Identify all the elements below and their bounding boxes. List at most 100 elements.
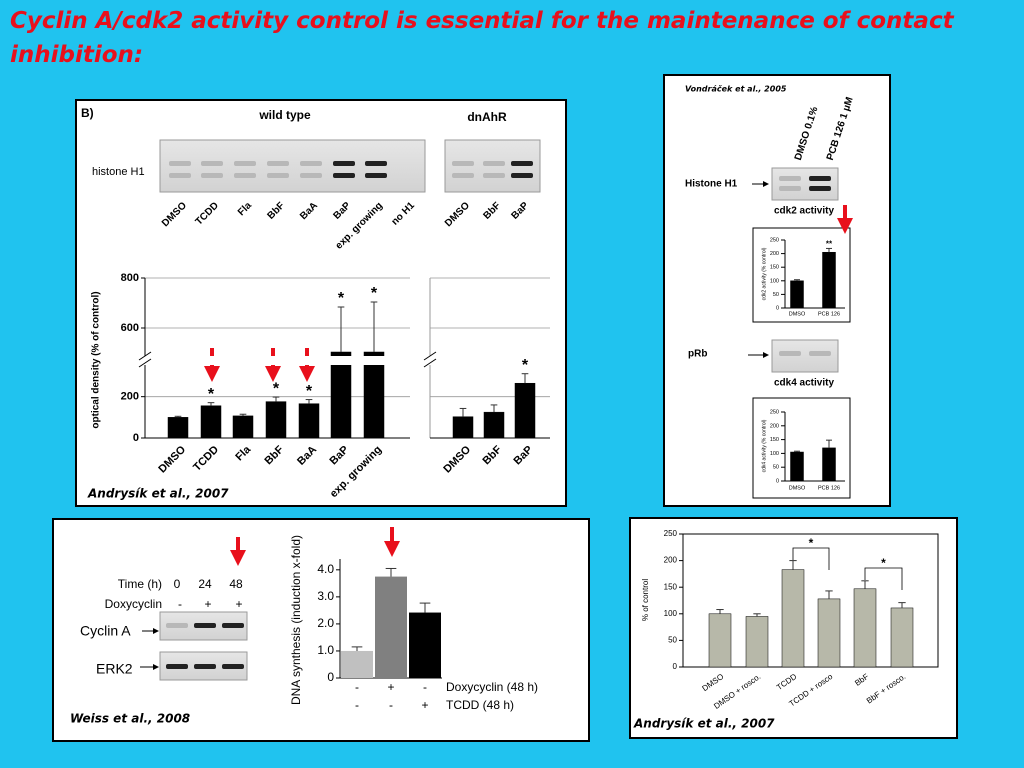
treatment-sign: + — [235, 597, 242, 611]
y-tick-label: 100 — [770, 278, 779, 284]
row-label: histone H1 — [92, 166, 145, 178]
band — [166, 623, 188, 628]
y-tick-label: 150 — [770, 437, 779, 443]
band — [169, 161, 191, 166]
significance: * — [306, 383, 313, 400]
x-tick-label: PCB 126 — [818, 485, 840, 491]
band — [234, 161, 256, 166]
bar — [232, 415, 254, 439]
bar — [781, 569, 805, 668]
bar — [817, 598, 841, 668]
band — [365, 173, 387, 178]
band — [809, 186, 831, 191]
y-axis-label: cdk2 activity (% control) — [761, 247, 767, 300]
band — [365, 161, 387, 166]
panel-label: B) — [81, 106, 94, 120]
y-tick-label: 4.0 — [317, 562, 334, 576]
bar — [409, 612, 441, 678]
row-label: Cyclin A — [80, 623, 131, 639]
blot — [771, 167, 839, 201]
x-tick-label: PCB 126 — [818, 311, 840, 317]
band — [483, 161, 505, 166]
band — [201, 161, 223, 166]
bar — [890, 607, 914, 668]
band — [194, 623, 216, 628]
treatment-label: Doxycyclin (48 h) — [446, 680, 538, 694]
bar — [375, 576, 407, 678]
y-tick-label: 800 — [121, 272, 139, 284]
x-tick-label: DMSO — [789, 311, 806, 317]
y-tick-label: 200 — [770, 251, 779, 257]
bar — [790, 280, 804, 309]
band — [809, 176, 831, 181]
y-tick-label: 0 — [673, 662, 678, 671]
bar — [790, 451, 804, 482]
y-tick-label: 2.0 — [317, 616, 334, 630]
citation: Weiss et al., 2008 — [70, 712, 190, 726]
band — [201, 173, 223, 178]
break-mark — [138, 358, 152, 368]
break-mark — [423, 358, 437, 368]
treatment-sign: - — [423, 680, 427, 694]
y-tick-label: 0 — [133, 432, 139, 444]
bar — [483, 411, 505, 439]
bracket-label: * — [809, 536, 814, 550]
band — [169, 173, 191, 178]
y-tick-label: 600 — [121, 322, 139, 334]
y-axis-label: cdk4 activity (% control) — [761, 419, 767, 472]
time-label: 48 — [229, 577, 243, 591]
y-axis-label: DNA synthesis (induction x-fold) — [289, 535, 303, 705]
band — [779, 186, 801, 191]
axis-break — [424, 356, 550, 365]
bar — [745, 616, 769, 668]
y-tick-label: 250 — [770, 409, 779, 415]
band — [222, 664, 244, 669]
band — [779, 176, 801, 181]
band — [333, 173, 355, 178]
y-tick-label: 250 — [664, 529, 678, 538]
y-axis-label: optical density (% of control) — [91, 291, 102, 428]
bar — [708, 613, 732, 668]
band — [511, 161, 533, 166]
citation: Andrysík et al., 2007 — [633, 717, 775, 731]
caption: cdk2 activity — [774, 206, 834, 217]
y-tick-label: 200 — [770, 423, 779, 429]
treatment-sign: - — [355, 698, 359, 712]
treatment-sign: + — [387, 680, 394, 694]
bar — [822, 251, 836, 309]
y-tick-label: 3.0 — [317, 589, 334, 603]
citation: Vondráček et al., 2005 — [685, 84, 787, 94]
y-tick-label: 1.0 — [317, 643, 334, 657]
bar — [200, 405, 222, 439]
y-tick-label: 50 — [773, 465, 779, 471]
blot — [159, 139, 426, 193]
band — [809, 351, 831, 356]
y-tick-label: 200 — [664, 556, 678, 565]
band — [300, 173, 322, 178]
row-label: ERK2 — [96, 661, 133, 677]
band — [267, 161, 289, 166]
bar — [822, 447, 836, 482]
row-label: Histone H1 — [685, 179, 738, 190]
y-tick-label: 250 — [770, 237, 779, 243]
time-label: 0 — [174, 577, 181, 591]
treatment-sign: + — [421, 698, 428, 712]
band — [300, 161, 322, 166]
y-tick-label: 50 — [668, 636, 677, 645]
treatment-sign: - — [389, 698, 393, 712]
bar — [265, 401, 287, 439]
band — [511, 173, 533, 178]
treatment-sign: - — [355, 680, 359, 694]
y-tick-label: 50 — [773, 292, 779, 298]
bracket — [792, 547, 830, 570]
treatment-label: TCDD (48 h) — [446, 698, 514, 712]
band — [267, 173, 289, 178]
bar — [514, 382, 536, 439]
y-tick-label: 200 — [121, 391, 139, 403]
y-tick-label: 0 — [776, 305, 779, 311]
significance: * — [273, 380, 280, 397]
x-tick-label: DMSO — [789, 485, 806, 491]
break-mark — [423, 351, 437, 361]
